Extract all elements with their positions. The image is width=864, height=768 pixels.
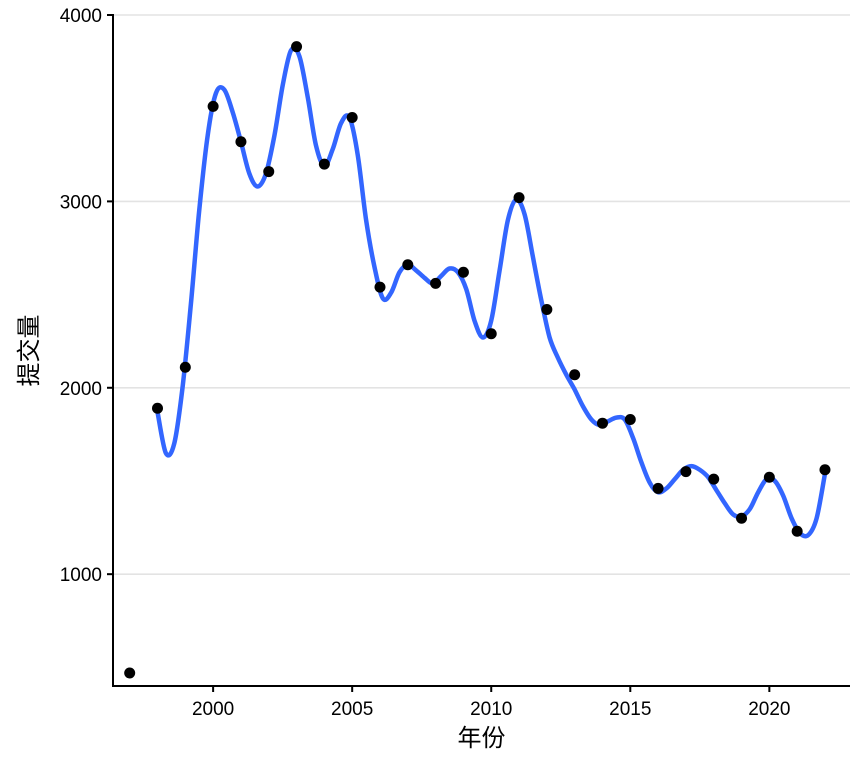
data-point: [541, 303, 553, 315]
data-point: [430, 277, 442, 289]
x-tick-label: 2015: [609, 699, 651, 720]
data-point: [763, 471, 775, 483]
data-point: [708, 473, 720, 485]
data-point: [124, 667, 136, 679]
data-point: [207, 100, 219, 112]
data-point: [179, 361, 191, 373]
data-point: [485, 328, 497, 340]
data-point: [235, 136, 247, 148]
x-tick-label: 2010: [470, 699, 512, 720]
y-tick-label: 4000: [60, 6, 102, 27]
x-tick-label: 2000: [192, 699, 234, 720]
data-point: [596, 417, 608, 429]
smooth-line-layer: [155, 45, 828, 539]
data-point: [151, 402, 163, 414]
data-point: [680, 466, 692, 478]
data-point: [513, 192, 525, 204]
y-tick-label: 3000: [60, 192, 102, 213]
data-point: [318, 158, 330, 170]
data-point: [624, 413, 636, 425]
data-point: [736, 512, 748, 524]
x-axis-title: 年份: [458, 724, 506, 752]
data-point: [791, 525, 803, 537]
x-tick-label: 2020: [748, 699, 790, 720]
data-point: [819, 464, 831, 476]
y-tick-label: 2000: [60, 379, 102, 400]
gridlines: [113, 14, 850, 575]
data-point: [291, 41, 303, 53]
data-point: [263, 166, 275, 178]
data-point: [374, 281, 386, 293]
data-point: [569, 369, 581, 381]
tick-labels: 1000 2000 3000 4000 2000 2005 2010 2015 2020: [60, 6, 791, 720]
data-point: [346, 112, 358, 124]
data-point: [652, 482, 664, 494]
y-axis-title: 提交量: [15, 315, 43, 387]
data-point: [402, 259, 414, 271]
data-point: [457, 266, 469, 278]
smoothed-trend-line: [155, 45, 828, 539]
axes: [107, 14, 850, 692]
points-layer: [124, 41, 831, 679]
x-tick-label: 2005: [331, 699, 373, 720]
y-tick-label: 1000: [60, 565, 102, 586]
